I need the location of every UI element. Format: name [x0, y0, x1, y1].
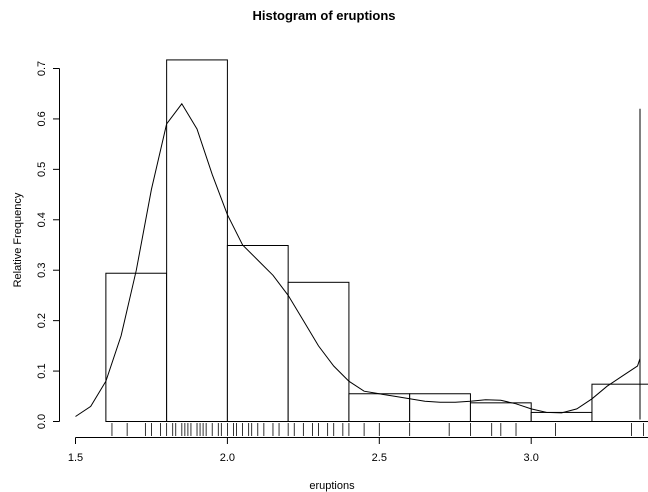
histogram-bars — [105, 59, 648, 423]
x-tick-label: 1.5 — [68, 452, 83, 464]
y-tick-label: 0.5 — [36, 162, 48, 177]
rug-marks — [111, 423, 645, 436]
histogram-bar — [409, 393, 471, 422]
y-axis-label: Relative Frequency — [12, 192, 24, 287]
y-tick-label: 0.2 — [36, 313, 48, 328]
y-tick-label: 0.1 — [36, 363, 48, 378]
histogram-bar — [166, 59, 228, 422]
histogram-bar — [226, 244, 289, 422]
histogram-bar — [287, 281, 350, 422]
y-tick-label: 0.4 — [36, 212, 48, 227]
histogram-bar — [530, 411, 593, 423]
x-axis-label: eruptions — [309, 480, 355, 492]
x-tick-label: 2.0 — [220, 452, 235, 464]
density-curve-group — [75, 102, 641, 420]
x-axis: 1.52.02.53.03.54.04.55.0 — [68, 437, 648, 464]
x-tick-label: 3.0 — [524, 452, 539, 464]
chart-title: Histogram of eruptions — [252, 8, 395, 23]
y-axis: 0.0 0.1 0.2 0.3 0.4 0.5 0.6 0.7 — [36, 61, 60, 429]
y-tick-label: 0.3 — [36, 263, 48, 278]
x-tick-label: 2.5 — [372, 452, 387, 464]
histogram-bar — [105, 272, 168, 423]
density-curve — [75, 102, 641, 420]
y-tick-label: 0.6 — [36, 111, 48, 126]
y-tick-label: 0.7 — [36, 61, 48, 76]
y-tick-label: 0.0 — [36, 414, 48, 429]
histogram-bar — [348, 393, 411, 422]
